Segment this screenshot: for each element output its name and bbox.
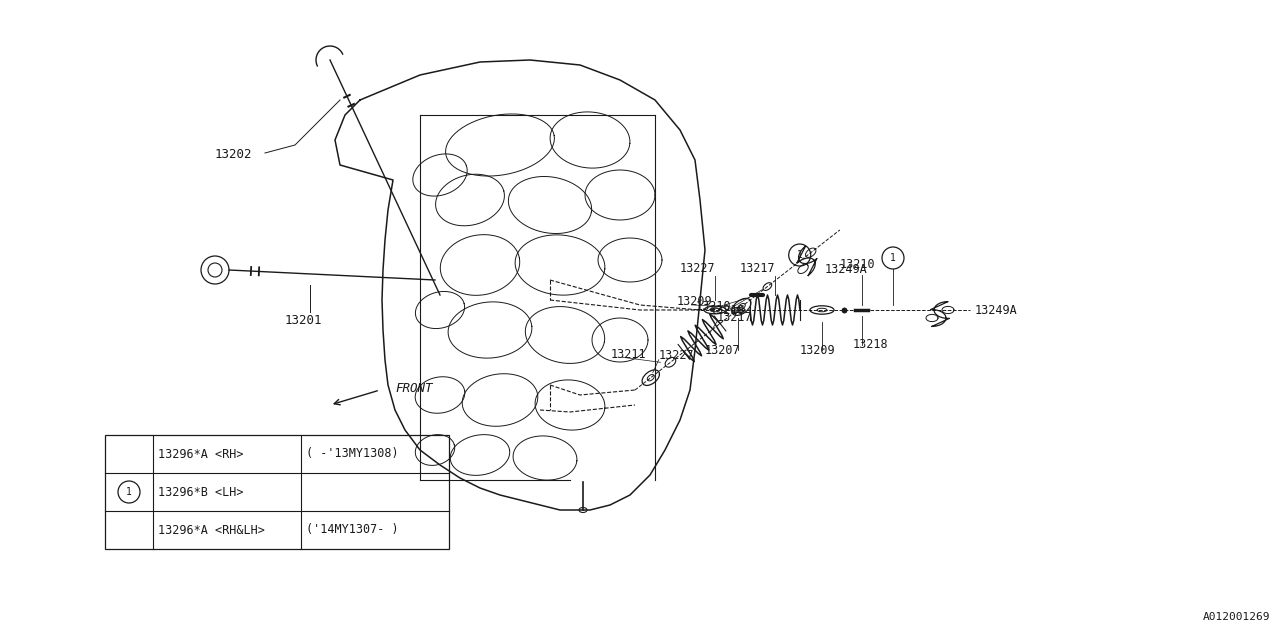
Text: 13210: 13210	[840, 259, 876, 271]
Text: 13218: 13218	[852, 339, 888, 351]
Text: 13217: 13217	[717, 311, 753, 324]
Text: 1: 1	[890, 253, 896, 263]
Text: 13218: 13218	[709, 304, 745, 317]
Text: 13249A: 13249A	[824, 263, 867, 276]
Bar	[105, 435, 449, 549]
Text: ( -'13MY1308): ( -'13MY1308)	[306, 447, 398, 461]
Text: 13209: 13209	[676, 296, 712, 308]
Text: 13296*A <RH&LH>: 13296*A <RH&LH>	[157, 524, 265, 536]
Text: A012001269: A012001269	[1202, 612, 1270, 622]
Text: 13209: 13209	[800, 344, 836, 356]
Text: 13227: 13227	[680, 262, 716, 275]
Text: 13201: 13201	[285, 314, 323, 326]
Text: 13207: 13207	[705, 344, 741, 356]
Text: 13227: 13227	[659, 349, 694, 362]
Text: 1: 1	[796, 250, 803, 260]
Text: ('14MY1307- ): ('14MY1307- )	[306, 524, 398, 536]
Text: 13211: 13211	[611, 348, 646, 361]
Text: 13296*A <RH>: 13296*A <RH>	[157, 447, 243, 461]
Text: FRONT: FRONT	[396, 381, 433, 394]
Text: 13249A: 13249A	[975, 303, 1018, 317]
Text: 13210: 13210	[695, 300, 731, 313]
Text: 13202: 13202	[215, 148, 252, 161]
Text: 13217: 13217	[740, 262, 776, 275]
Text: 13296*B <LH>: 13296*B <LH>	[157, 486, 243, 499]
Text: 1: 1	[125, 487, 132, 497]
